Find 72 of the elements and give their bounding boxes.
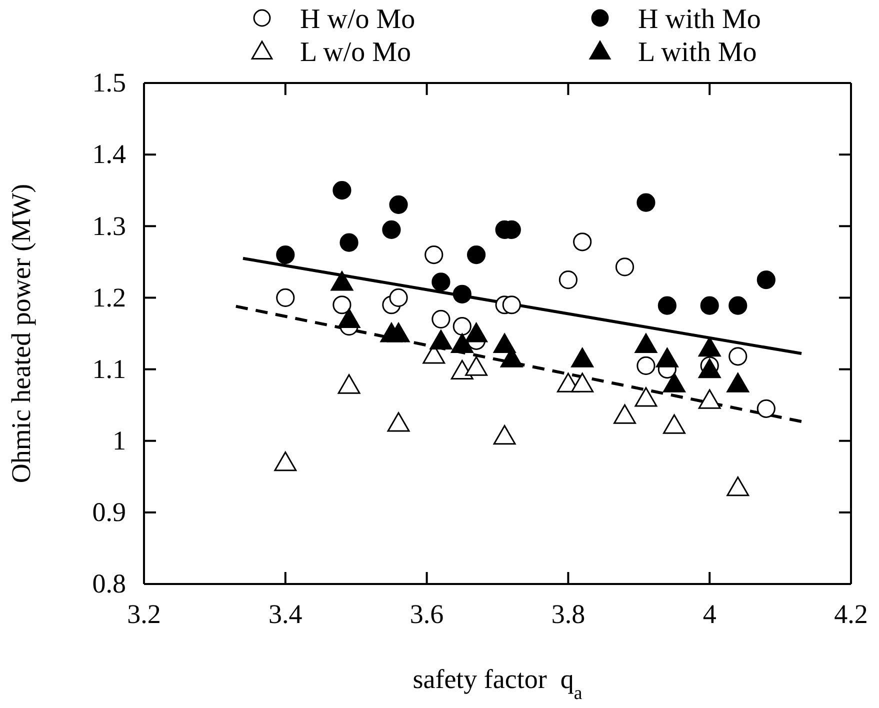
point (332, 296, 352, 314)
point (338, 308, 360, 328)
x-tick-label: 3.2 (127, 599, 161, 630)
x-tick-label: 3.4 (268, 599, 303, 630)
point (571, 372, 594, 392)
point (634, 333, 658, 354)
point (452, 317, 472, 336)
point (330, 271, 354, 291)
point (465, 356, 488, 376)
point (728, 347, 748, 366)
point (432, 310, 450, 328)
point (432, 272, 450, 292)
point (424, 245, 444, 264)
y-tick-label: 1.1 (92, 354, 126, 384)
point (387, 412, 410, 432)
point (338, 374, 360, 394)
y-tick-label: 1.5 (92, 68, 126, 98)
point (389, 288, 408, 308)
point (636, 356, 656, 375)
point (756, 270, 776, 290)
point (387, 322, 410, 342)
point (276, 288, 295, 308)
point (634, 387, 658, 407)
point (276, 245, 295, 264)
point (274, 451, 297, 472)
point (726, 372, 750, 392)
point (700, 296, 719, 315)
point (493, 425, 516, 445)
point (493, 333, 516, 354)
x-tick-label: 4.2 (834, 599, 868, 630)
point (756, 399, 776, 418)
legend-label: H with Mo (638, 4, 761, 35)
point (466, 245, 486, 264)
point (452, 284, 472, 304)
y-tick-label: 0.9 (92, 497, 126, 528)
point (698, 358, 721, 378)
point (558, 270, 578, 290)
point (698, 336, 721, 357)
y-axis-title: Ohmic heated power (MW) (6, 184, 36, 484)
point (382, 220, 401, 240)
point (571, 348, 594, 368)
point (658, 296, 676, 315)
point (450, 333, 474, 354)
point (450, 360, 474, 380)
y-tick-label: 1 (112, 425, 126, 456)
point (656, 348, 678, 368)
point (332, 181, 352, 200)
point (663, 414, 686, 434)
y-tick-label: 1.3 (92, 210, 126, 241)
point (663, 372, 686, 392)
legend-label: L w/o Mo (300, 37, 411, 68)
point (614, 404, 636, 424)
point (698, 389, 721, 409)
point (573, 232, 592, 252)
y-tick-label: 0.8 (92, 568, 126, 599)
legend-label: L with Mo (638, 37, 757, 68)
point (465, 322, 488, 342)
point (340, 233, 358, 252)
legend-label: H w/o Mo (300, 4, 416, 35)
x-tick-label: 3.6 (410, 599, 444, 630)
point (636, 193, 656, 212)
y-tick-label: 1.4 (92, 139, 126, 170)
point (615, 258, 634, 276)
point (502, 296, 521, 314)
point (728, 296, 748, 315)
x-tick-label: 3.8 (551, 599, 586, 630)
point (389, 195, 408, 214)
x-tick-label: 4 (702, 599, 717, 630)
point (726, 476, 750, 496)
y-tick-label: 1.2 (92, 282, 126, 312)
point (430, 330, 452, 350)
x-axis-title: safety factor q$_{a}$ (412, 664, 583, 704)
